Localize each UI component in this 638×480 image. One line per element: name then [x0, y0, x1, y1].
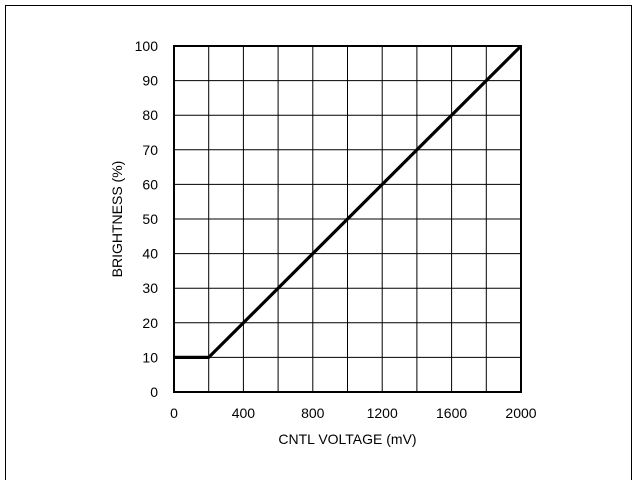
x-tick-label: 1200 — [367, 405, 398, 421]
x-tick-label: 2000 — [505, 405, 536, 421]
y-tick-label: 90 — [142, 73, 158, 89]
series-layer — [174, 44, 523, 359]
x-tick-label: 1600 — [436, 405, 467, 421]
y-tick-label: 20 — [142, 315, 158, 331]
x-tick-label: 400 — [232, 405, 256, 421]
y-tick-label: 10 — [142, 349, 158, 365]
chart-frame — [5, 5, 632, 480]
y-tick-label: 100 — [135, 38, 159, 54]
y-axis-label: BRIGHTNESS (%) — [109, 161, 125, 278]
x-tick-labels: 0 400 800 1200 1600 2000 — [170, 405, 537, 421]
y-tick-label: 70 — [142, 142, 158, 158]
x-tick-label: 0 — [170, 405, 178, 421]
y-tick-label: 80 — [142, 107, 158, 123]
y-tick-label: 0 — [150, 384, 158, 400]
y-tick-labels: 0 10 20 30 40 50 60 70 80 90 100 — [135, 38, 159, 400]
x-axis-label: CNTL VOLTAGE (mV) — [278, 431, 416, 447]
y-tick-label: 50 — [142, 211, 158, 227]
grid-lines — [174, 46, 521, 392]
y-tick-label: 30 — [142, 280, 158, 296]
y-tick-label: 40 — [142, 246, 158, 262]
y-tick-label: 60 — [142, 176, 158, 192]
series-line — [174, 44, 523, 359]
plot-area-border — [173, 45, 522, 393]
x-tick-label: 800 — [301, 405, 325, 421]
